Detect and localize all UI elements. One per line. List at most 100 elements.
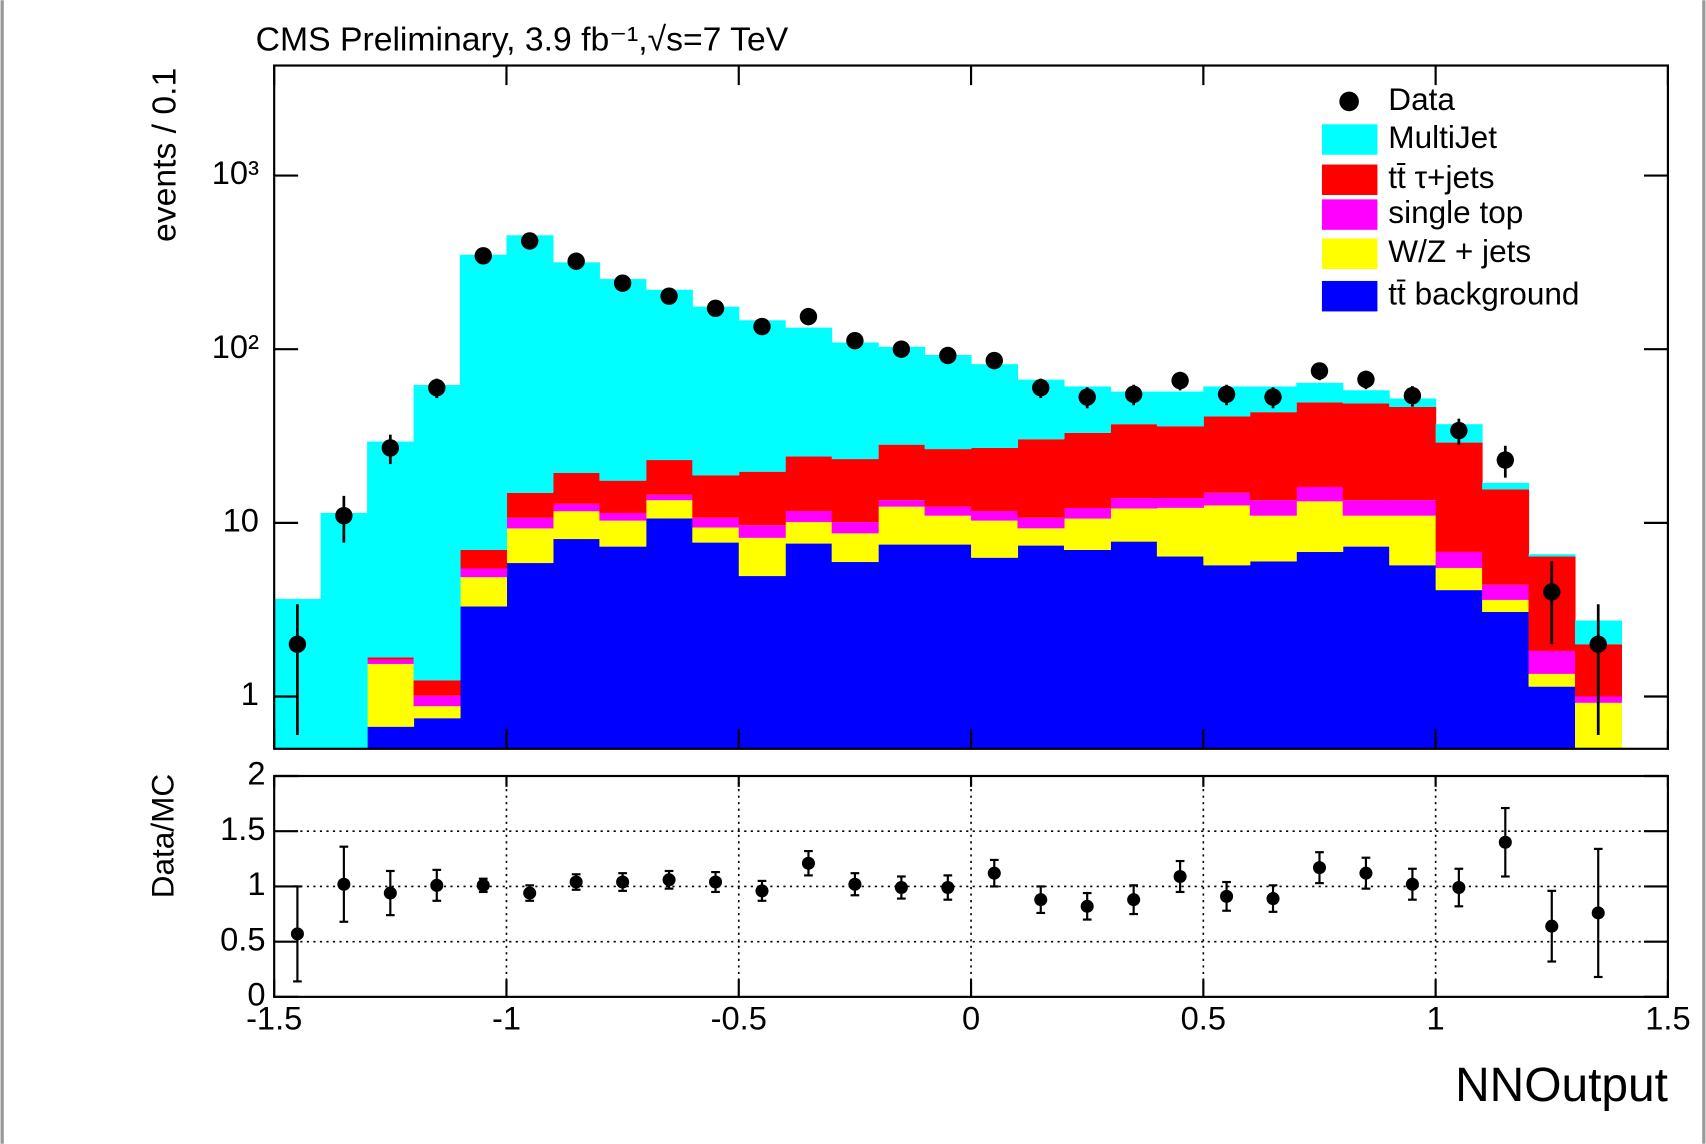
data-point: [755, 884, 769, 898]
histogram-segment: [1063, 432, 1111, 508]
chart-title: CMS Preliminary, 3.9 fb⁻¹,√s=7 TeV: [256, 21, 789, 59]
histogram-segment: [1017, 528, 1065, 546]
legend-label: tt̄ τ+jets: [1388, 159, 1494, 195]
histogram-segment: [1342, 500, 1390, 516]
histogram-segment: [831, 533, 879, 563]
data-point: [520, 232, 539, 250]
histogram-segment: [1528, 554, 1576, 557]
histogram-segment: [1156, 391, 1204, 427]
histogram-segment: [1063, 549, 1111, 749]
data-point: [1450, 421, 1468, 440]
legend-label: Data: [1388, 81, 1455, 117]
histogram-segment: [692, 517, 740, 528]
legend-swatch: [1321, 164, 1378, 196]
histogram-segment: [785, 456, 833, 512]
data-point: [613, 274, 632, 292]
data-point: [1217, 385, 1236, 403]
histogram-segment: [878, 506, 926, 545]
y-tick-label: 0: [247, 975, 265, 1012]
x-tick-label: 1: [1427, 999, 1445, 1036]
histogram-segment: [506, 563, 554, 749]
data-point: [939, 346, 957, 365]
y-tick-label: 0.5: [220, 920, 265, 957]
histogram-segment: [878, 544, 926, 749]
x-tick-label: -1: [492, 999, 521, 1036]
data-point: [474, 247, 492, 265]
histogram-segment: [506, 528, 554, 564]
histogram-segment: [1482, 611, 1530, 749]
data-point: [1034, 893, 1048, 907]
histogram-segment: [1389, 565, 1437, 749]
data-point: [941, 881, 955, 895]
data-point: [1220, 889, 1234, 903]
histogram-segment: [692, 306, 740, 476]
y-axis-label: Data/MC: [145, 774, 181, 898]
y-tick-label: 2: [247, 755, 265, 792]
data-point: [476, 878, 490, 892]
data-point: [846, 331, 864, 350]
data-point: [987, 866, 1001, 880]
histogram-segment: [645, 494, 693, 501]
data-point: [616, 875, 630, 889]
histogram-segment: [1110, 508, 1158, 542]
histogram-segment: [1063, 507, 1111, 519]
data-point: [1312, 861, 1327, 875]
histogram-segment: [413, 706, 461, 719]
data-point: [1173, 869, 1187, 884]
histogram-segment: [367, 726, 415, 749]
histogram-segment: [924, 355, 972, 450]
data-point: [1124, 385, 1143, 403]
histogram-segment: [1435, 590, 1483, 749]
histogram-segment: [1342, 515, 1390, 547]
histogram-segment: [785, 511, 833, 523]
histogram-segment: [1482, 482, 1530, 490]
histogram-segment: [971, 364, 1019, 448]
histogram-segment: [738, 537, 786, 577]
histogram-segment: [1203, 505, 1251, 566]
x-tick-label: 1.5: [1645, 999, 1690, 1036]
histogram-segment: [1110, 541, 1158, 749]
x-tick-label: -0.5: [711, 999, 767, 1036]
histogram-segment: [785, 543, 833, 749]
data-point: [288, 635, 307, 653]
histogram-segment: [1156, 556, 1204, 749]
histogram-segment: [1249, 561, 1297, 749]
histogram-segment: [552, 539, 600, 749]
histogram-segment: [924, 449, 972, 507]
data-point: [1403, 386, 1422, 405]
data-point: [985, 351, 1003, 370]
histogram-segment: [878, 444, 926, 501]
histogram-segment: [367, 659, 415, 664]
data-point: [1357, 370, 1375, 389]
data-point: [706, 299, 725, 318]
histogram-segment: [1389, 500, 1437, 516]
data-point: [660, 287, 678, 305]
histogram-segment: [692, 542, 740, 749]
histogram-segment: [645, 460, 693, 495]
data-point: [428, 379, 446, 397]
histogram-segment: [1435, 551, 1483, 568]
histogram-segment: [1482, 599, 1530, 612]
histogram-segment: [599, 512, 647, 521]
data-point: [894, 881, 908, 895]
histogram-segment: [738, 525, 786, 538]
histogram-segment: [1435, 442, 1483, 552]
histogram-segment: [1482, 489, 1530, 585]
histogram-segment: [1203, 416, 1251, 493]
histogram-segment: [924, 506, 972, 516]
histogram-segment: [692, 527, 740, 543]
histogram-segment: [924, 544, 972, 749]
histogram-segment: [1342, 390, 1390, 404]
histogram-segment: [1296, 551, 1344, 749]
x-tick-label: 0: [962, 999, 980, 1036]
data-point: [290, 927, 304, 941]
histogram-segment: [1342, 546, 1390, 749]
histogram-segment: [413, 695, 461, 707]
histogram-segment: [645, 518, 693, 749]
histogram-segment: [971, 557, 1019, 749]
histogram-segment: [1528, 650, 1576, 674]
legend-label: single top: [1388, 194, 1523, 230]
x-tick-label: -1.5: [246, 999, 302, 1036]
